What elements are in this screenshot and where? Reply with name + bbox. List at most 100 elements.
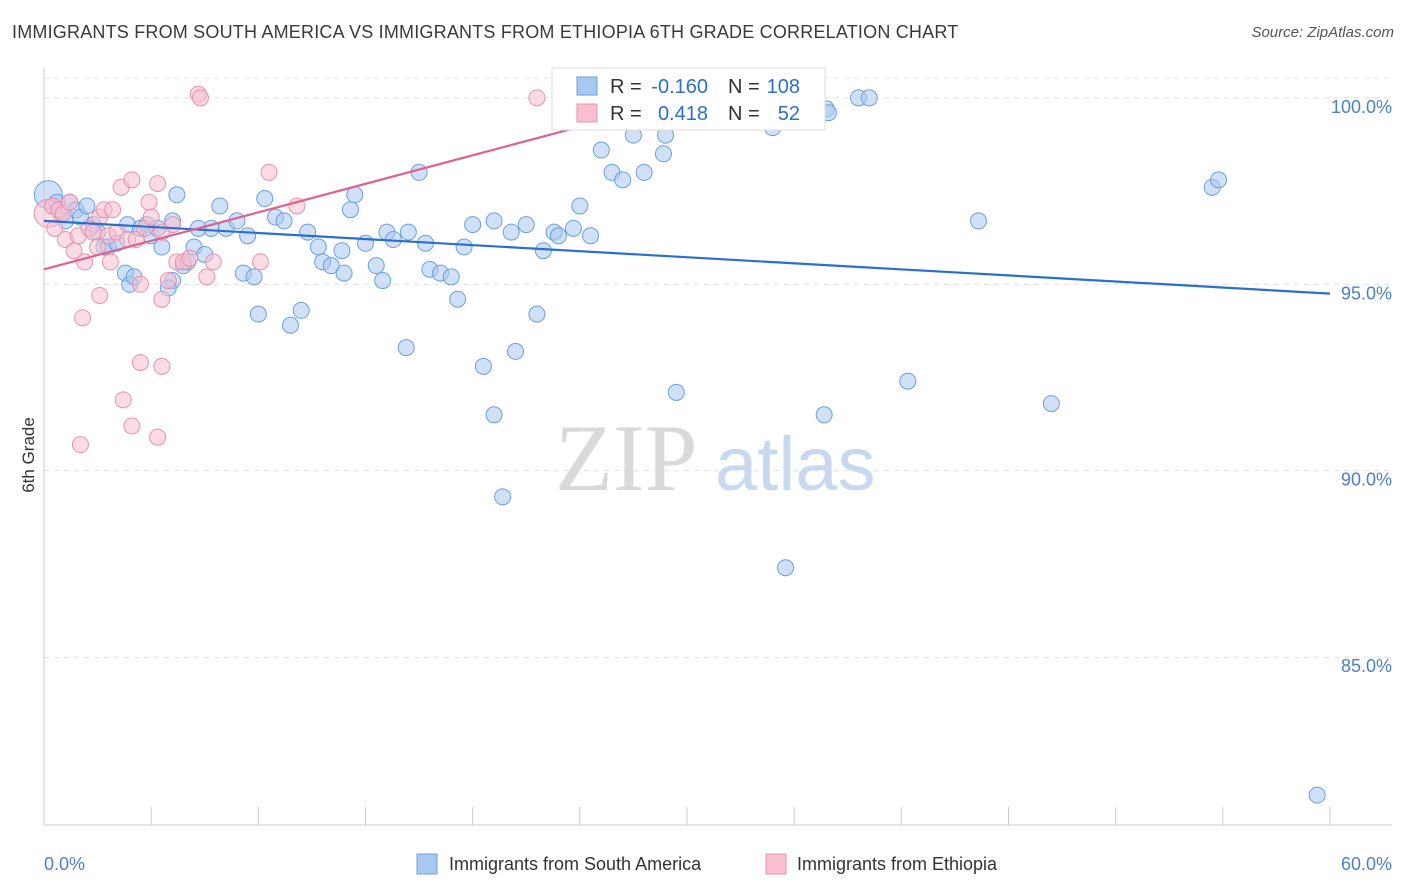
point-south-america — [502, 223, 520, 241]
chart-title: IMMIGRANTS FROM SOUTH AMERICA VS IMMIGRA… — [12, 22, 959, 42]
legend-label-ethiopia: Immigrants from Ethiopia — [797, 854, 998, 874]
point-south-america — [281, 316, 299, 334]
point-ethiopia — [131, 354, 149, 372]
point-south-america — [899, 372, 917, 390]
point-ethiopia — [191, 89, 209, 107]
legend-swatch-south-america — [416, 853, 438, 875]
point-south-america — [1210, 171, 1228, 189]
point-south-america — [485, 212, 503, 230]
point-ethiopia — [74, 309, 92, 327]
point-south-america — [449, 290, 467, 308]
stats-n-label-pink: N = — [728, 103, 760, 125]
point-south-america — [614, 171, 632, 189]
point-south-america — [245, 268, 263, 286]
point-ethiopia — [71, 436, 89, 454]
point-south-america — [464, 216, 482, 234]
point-south-america — [397, 339, 415, 357]
point-ethiopia — [123, 417, 141, 435]
legend: Immigrants from South America Immigrants… — [416, 853, 998, 875]
stats-box: R = -0.160 N = 108 R = 0.418 N = 52 — [551, 67, 826, 131]
stats-swatch-pink — [576, 103, 598, 123]
gridlines — [44, 77, 1392, 658]
point-south-america — [571, 197, 589, 215]
watermark-zip: ZIP — [555, 405, 698, 511]
point-ethiopia — [528, 89, 546, 107]
point-ethiopia — [260, 163, 278, 181]
point-south-america — [442, 268, 460, 286]
point-south-america — [341, 201, 359, 219]
point-south-america — [153, 238, 171, 256]
point-south-america — [582, 227, 600, 245]
point-ethiopia — [84, 223, 102, 241]
point-south-america — [517, 216, 535, 234]
y-axis-label: 6th Grade — [19, 417, 38, 493]
point-south-america — [494, 488, 512, 506]
point-ethiopia — [91, 286, 109, 304]
point-south-america — [564, 219, 582, 237]
point-south-america — [292, 301, 310, 319]
point-south-america — [410, 163, 428, 181]
point-south-america — [528, 305, 546, 323]
series-ethiopia — [33, 85, 589, 454]
legend-swatch-ethiopia — [765, 853, 787, 875]
stats-n-label-blue: N = — [728, 76, 760, 98]
trend-line-south-america — [43, 219, 1331, 295]
point-ethiopia — [104, 201, 122, 219]
point-south-america — [507, 342, 525, 360]
point-ethiopia — [153, 357, 171, 375]
point-ethiopia — [159, 272, 177, 290]
x-tick-label: 60.0% — [1341, 854, 1392, 874]
point-ethiopia — [131, 275, 149, 293]
point-ethiopia — [198, 268, 216, 286]
point-ethiopia — [181, 249, 199, 267]
point-south-america — [374, 272, 392, 290]
point-south-america — [549, 227, 567, 245]
watermark-atlas: atlas — [715, 422, 876, 507]
legend-label-south-america: Immigrants from South America — [449, 854, 702, 874]
point-ethiopia — [149, 175, 167, 193]
point-ethiopia — [101, 253, 119, 271]
point-ethiopia — [149, 428, 167, 446]
y-tick-label: 85.0% — [1341, 656, 1392, 676]
watermark: ZIP atlas — [555, 405, 876, 511]
point-south-america — [860, 89, 878, 107]
y-tick-label: 100.0% — [1331, 97, 1392, 117]
y-tick-label: 95.0% — [1341, 283, 1392, 303]
stats-r-label-pink: R = — [610, 103, 642, 125]
point-south-america — [335, 264, 353, 282]
point-south-america — [534, 242, 552, 260]
point-ethiopia — [114, 391, 132, 409]
stats-n-value-pink: 52 — [778, 103, 800, 125]
point-south-america — [815, 406, 833, 424]
point-south-america — [322, 257, 340, 275]
point-south-america — [256, 190, 274, 208]
point-south-america — [239, 227, 257, 245]
point-south-america — [667, 383, 685, 401]
tick-labels: 85.0% 90.0% 95.0% 100.0% 0.0% 60.0% — [44, 97, 1392, 874]
point-south-america — [299, 223, 317, 241]
point-south-america — [969, 212, 987, 230]
point-south-america — [78, 197, 96, 215]
point-south-america — [275, 212, 293, 230]
point-south-america — [333, 242, 351, 260]
point-south-america — [777, 559, 795, 577]
point-ethiopia — [204, 253, 222, 271]
point-ethiopia — [164, 216, 182, 234]
point-south-america — [367, 257, 385, 275]
point-ethiopia — [142, 208, 160, 226]
point-ethiopia — [140, 193, 158, 211]
point-ethiopia — [251, 253, 269, 271]
point-south-america — [635, 163, 653, 181]
point-south-america — [228, 212, 246, 230]
point-south-america — [1308, 786, 1326, 804]
stats-r-value-pink: 0.418 — [658, 103, 708, 125]
point-ethiopia — [123, 171, 141, 189]
chart-source: Source: ZipAtlas.com — [1251, 24, 1394, 41]
point-south-america — [211, 197, 229, 215]
point-south-america — [654, 145, 672, 163]
point-ethiopia — [153, 290, 171, 308]
stats-swatch-blue — [576, 76, 598, 96]
x-tick-label: 0.0% — [44, 854, 85, 874]
point-south-america — [168, 186, 186, 204]
